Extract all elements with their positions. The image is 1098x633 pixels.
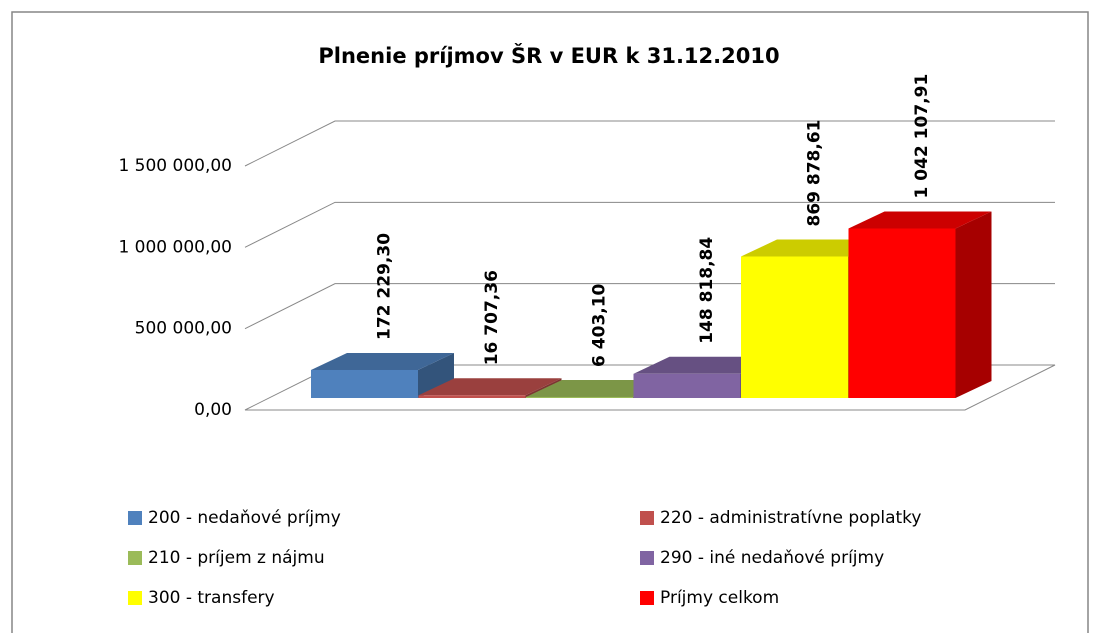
bar-top bbox=[311, 352, 454, 370]
data-label: 1 042 107,91 bbox=[912, 74, 932, 199]
bar-side bbox=[955, 211, 992, 398]
data-label: 148 818,84 bbox=[697, 237, 717, 344]
data-label: 869 878,61 bbox=[805, 119, 825, 226]
bar bbox=[633, 373, 741, 398]
y-tick-label: 1 000 000,00 bbox=[118, 237, 232, 257]
grid-line bbox=[244, 120, 1055, 167]
bar bbox=[848, 228, 956, 398]
legend-swatch bbox=[128, 551, 142, 565]
legend-label: 300 - transfery bbox=[148, 588, 275, 608]
y-tick-label: 1 500 000,00 bbox=[118, 156, 232, 176]
bar-top bbox=[848, 211, 992, 229]
legend-swatch bbox=[128, 511, 142, 525]
bar-side bbox=[418, 352, 454, 398]
bar-top bbox=[633, 356, 777, 374]
legend-swatch bbox=[640, 511, 654, 525]
bar bbox=[526, 396, 633, 398]
legend-swatch bbox=[640, 591, 654, 605]
bar bbox=[311, 369, 418, 398]
data-label: 172 229,30 bbox=[375, 233, 395, 340]
bar bbox=[741, 256, 848, 398]
chart-title: Plnenie príjmov ŠR v EUR k 31.12.2010 bbox=[318, 43, 779, 68]
legend-label: 220 - administratívne poplatky bbox=[660, 508, 921, 528]
legend-swatch bbox=[640, 551, 654, 565]
legend-label: 290 - iné nedaňové príjmy bbox=[660, 548, 884, 568]
grid-line bbox=[244, 201, 1055, 248]
legend-label: 200 - nedaňové príjmy bbox=[148, 508, 341, 528]
legend-swatch bbox=[128, 591, 142, 605]
y-tick-label: 500 000,00 bbox=[135, 319, 232, 339]
legend-label: Príjmy celkom bbox=[660, 588, 779, 608]
bar-top bbox=[418, 378, 562, 396]
y-tick-label: 0,00 bbox=[194, 400, 232, 420]
bar-top bbox=[526, 379, 669, 397]
bar bbox=[418, 395, 526, 398]
data-label: 6 403,10 bbox=[590, 283, 610, 367]
data-label: 16 707,36 bbox=[482, 270, 502, 365]
legend-label: 210 - príjem z nájmu bbox=[148, 548, 325, 568]
bar-top bbox=[741, 239, 884, 257]
